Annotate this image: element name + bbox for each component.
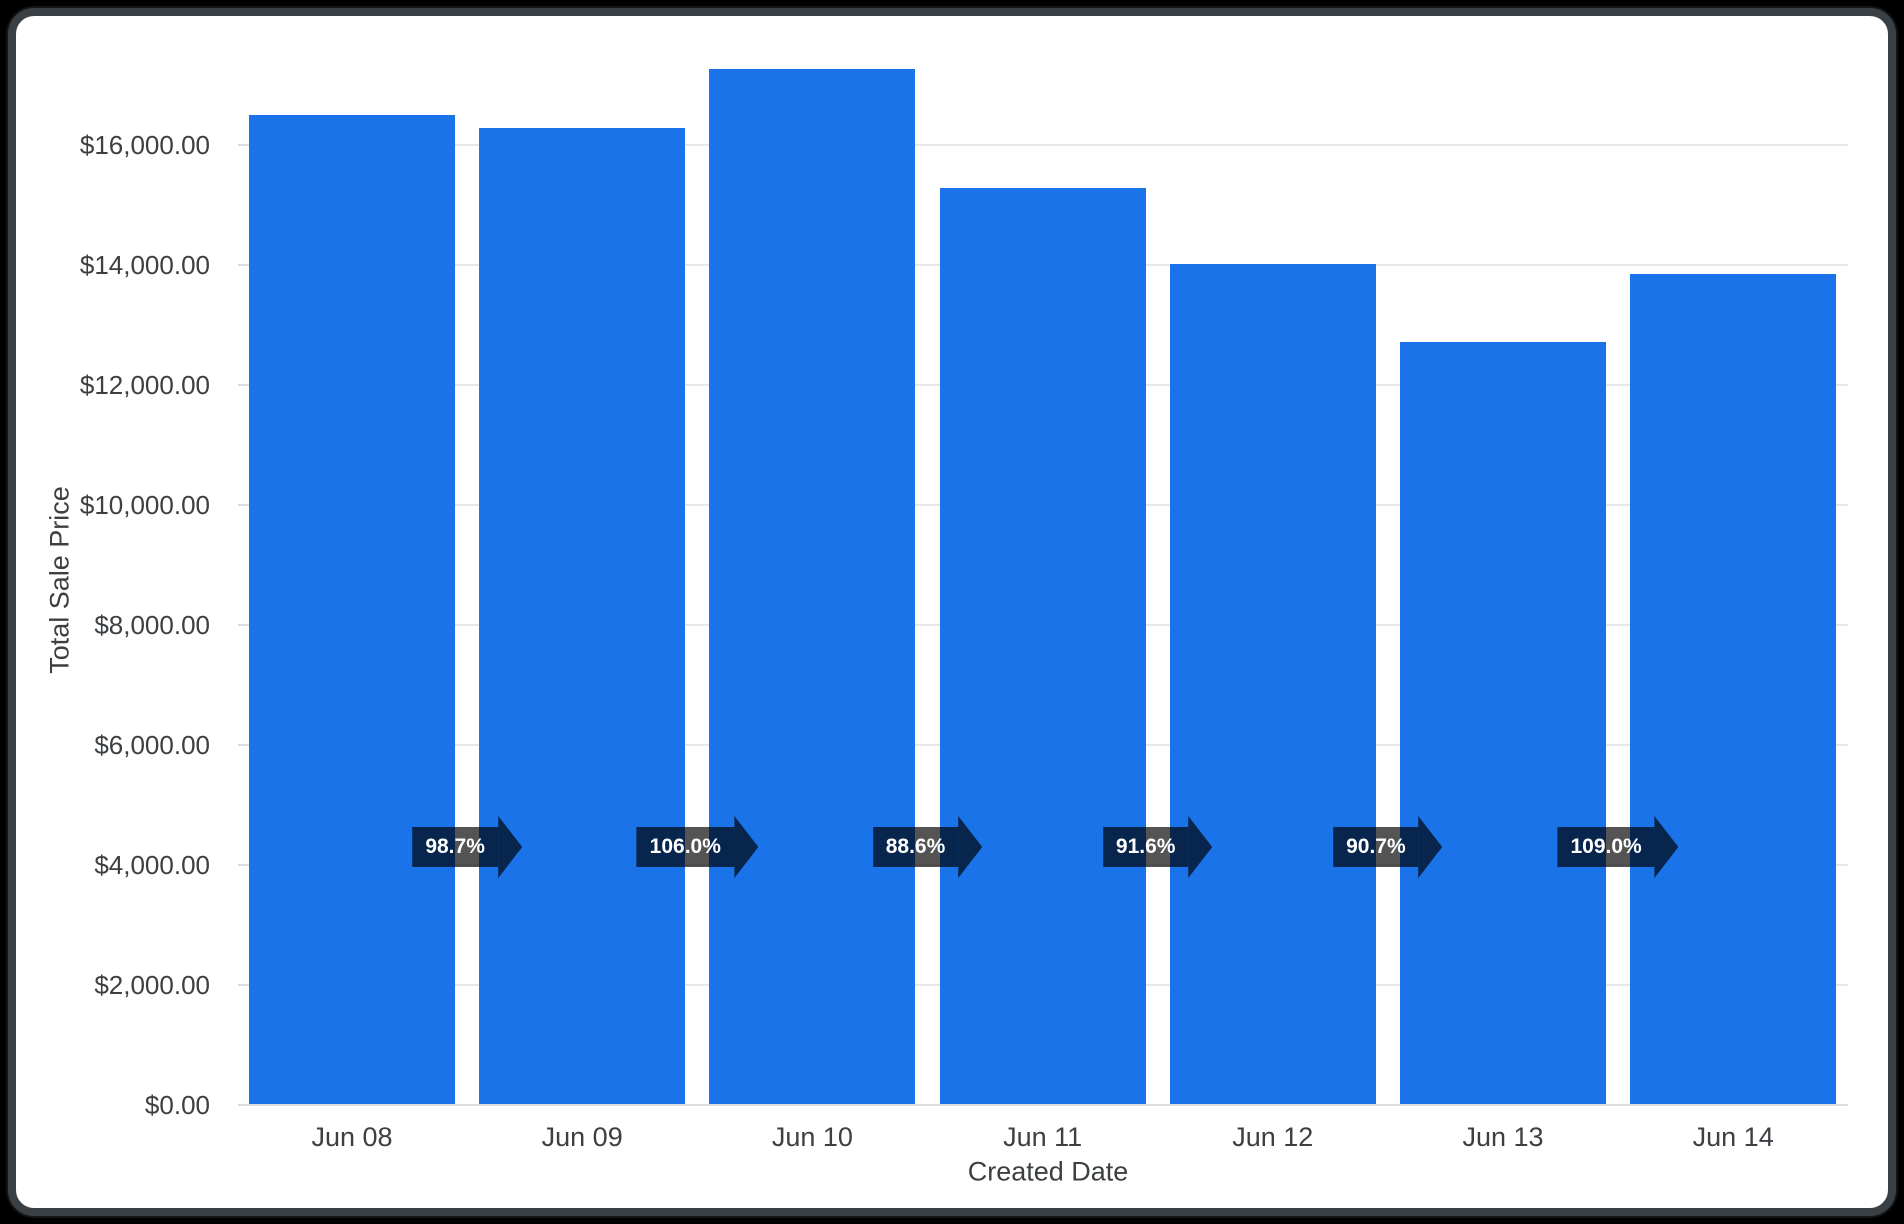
percent-change-badge-6: 109.0% <box>1557 816 1679 878</box>
x-axis-title: Created Date <box>967 1156 1129 1187</box>
y-tick-label: $8,000.00 <box>94 610 210 640</box>
percent-change-badge-3: 88.6% <box>872 816 983 878</box>
y-tick-label: $14,000.00 <box>79 250 210 280</box>
percent-change-badge-2: 106.0% <box>636 816 758 878</box>
gridline-16000 <box>248 144 1848 146</box>
x-tick-label-jun-09: Jun 09 <box>541 1122 623 1152</box>
x-axis-baseline <box>238 1104 1848 1106</box>
y-tick-label: $10,000.00 <box>79 490 210 520</box>
y-tick-mark <box>238 144 248 146</box>
arrow-right-icon <box>958 816 983 878</box>
y-tick-label: $0.00 <box>144 1090 210 1120</box>
percent-change-badge-4: 91.6% <box>1102 816 1213 878</box>
y-tick-mark <box>238 504 248 506</box>
arrow-right-icon <box>733 816 758 878</box>
y-tick-label: $12,000.00 <box>79 370 210 400</box>
y-tick-label: $2,000.00 <box>94 970 210 1000</box>
y-tick-mark <box>238 384 248 386</box>
percent-change-value: 109.0% <box>1557 827 1655 867</box>
arrow-right-icon <box>1418 816 1443 878</box>
percent-change-value: 106.0% <box>636 827 734 867</box>
y-tick-mark <box>238 624 248 626</box>
percent-change-badge-5: 90.7% <box>1333 816 1443 878</box>
y-tick-label: $6,000.00 <box>94 730 210 760</box>
x-tick-label-jun-14: Jun 14 <box>1692 1122 1774 1152</box>
x-tick-label-jun-13: Jun 13 <box>1462 1122 1544 1152</box>
arrow-right-icon <box>1654 816 1679 878</box>
x-tick-label-jun-08: Jun 08 <box>311 1122 393 1152</box>
y-tick-mark <box>238 744 248 746</box>
x-tick-label-jun-10: Jun 10 <box>771 1122 853 1152</box>
percent-change-badge-1: 98.7% <box>412 816 522 878</box>
x-tick-label-jun-12: Jun 12 <box>1232 1122 1314 1152</box>
y-tick-label: $16,000.00 <box>79 130 210 160</box>
bar-jun-08[interactable] <box>249 115 455 1105</box>
bar-jun-11[interactable] <box>939 187 1146 1105</box>
y-tick-mark <box>238 264 248 266</box>
bar-jun-14[interactable] <box>1630 274 1837 1105</box>
bar-jun-10[interactable] <box>709 69 916 1105</box>
percent-change-value: 90.7% <box>1333 827 1419 867</box>
y-tick-label: $4,000.00 <box>94 850 210 880</box>
percent-change-value: 88.6% <box>872 827 959 867</box>
y-tick-mark <box>238 984 248 986</box>
bar-jun-12[interactable] <box>1169 264 1376 1105</box>
bar-jun-13[interactable] <box>1400 342 1606 1105</box>
bar-jun-09[interactable] <box>479 127 686 1105</box>
percent-change-value: 91.6% <box>1102 827 1189 867</box>
percent-change-value: 98.7% <box>412 827 498 867</box>
y-tick-mark <box>238 864 248 866</box>
y-axis-title: Total Sale Price <box>44 486 75 674</box>
arrow-right-icon <box>497 816 522 878</box>
x-tick-label-jun-11: Jun 11 <box>1003 1122 1083 1152</box>
arrow-right-icon <box>1188 816 1213 878</box>
